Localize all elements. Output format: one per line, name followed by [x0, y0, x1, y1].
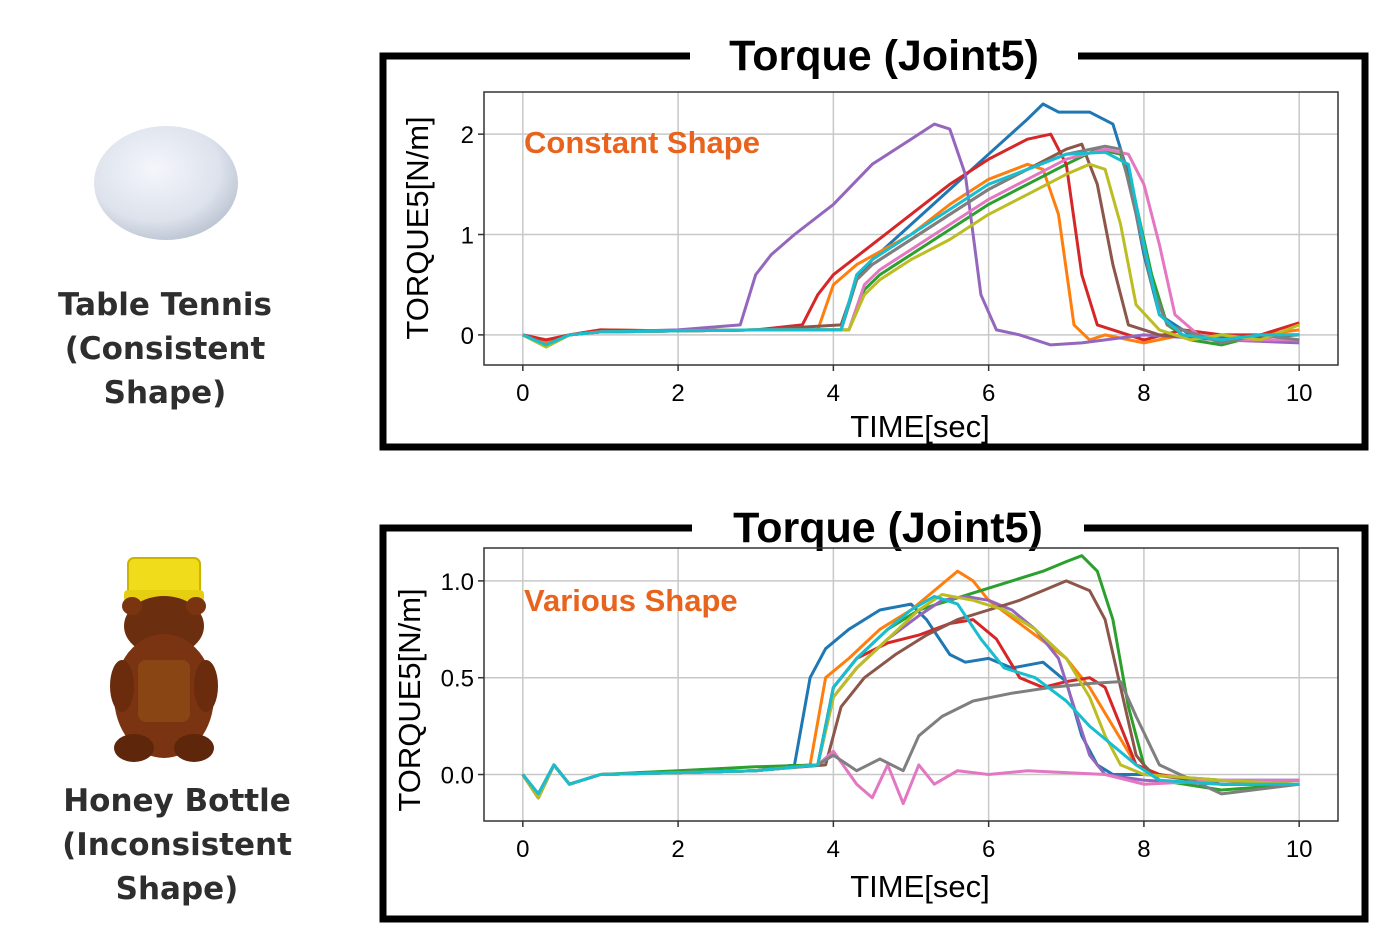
plot-axes-box: [483, 547, 1339, 822]
table-tennis-label: Table Tennis (Consistent Shape): [0, 283, 330, 415]
y-tick-label: 1: [461, 223, 474, 250]
plot-axes-box: [483, 91, 1339, 366]
x-tick-label: 0: [516, 380, 529, 407]
y-tick-label: 0.5: [441, 666, 474, 693]
x-axis-label: TIME[sec]: [850, 409, 990, 444]
honey-bottle-image: [104, 556, 224, 764]
series-line-9: [521, 593, 1300, 800]
series-line-10: [521, 594, 1300, 796]
x-tick-label: 6: [982, 380, 995, 407]
series-line-10: [522, 150, 1300, 347]
honey-bear-bottle-icon: [110, 557, 218, 762]
series-line-5: [521, 594, 1300, 800]
y-axis-label: TORQUE5[N/m]: [400, 116, 435, 339]
title-backdrop: [692, 512, 1084, 548]
table-tennis-image: [92, 124, 240, 242]
chart-title: Torque (Joint5): [729, 32, 1039, 80]
chart-annotation: Constant Shape: [524, 125, 760, 160]
chart-title: Torque (Joint5): [733, 504, 1043, 552]
table-tennis-ball-icon: [94, 126, 238, 240]
x-axis-label: TIME[sec]: [850, 869, 990, 904]
honey-bottle-label: Honey Bottle (Inconsistent Shape): [0, 779, 354, 911]
honey-bottle-shape: (Inconsistent Shape): [62, 827, 292, 907]
x-tick-label: 4: [827, 836, 840, 863]
x-tick-label: 4: [827, 380, 840, 407]
y-axis-label: TORQUE5[N/m]: [392, 588, 427, 811]
x-tick-label: 8: [1137, 380, 1150, 407]
x-tick-label: 2: [671, 836, 684, 863]
chart-annotation: Various Shape: [524, 583, 738, 618]
title-backdrop: [690, 40, 1078, 76]
x-tick-label: 2: [671, 380, 684, 407]
x-tick-label: 8: [1137, 836, 1150, 863]
y-tick-label: 0: [461, 323, 474, 350]
x-tick-label: 6: [982, 836, 995, 863]
table-tennis-name: Table Tennis: [58, 287, 272, 323]
honey-bottle-name: Honey Bottle: [63, 783, 291, 819]
x-tick-label: 10: [1286, 380, 1313, 407]
table-tennis-shape: (Consistent Shape): [64, 331, 266, 411]
series-line-1: [521, 602, 1300, 796]
y-tick-label: 0.0: [441, 763, 474, 790]
x-tick-label: 10: [1286, 836, 1313, 863]
plot-area: 0 2 4 6 8 10 0 1 2: [461, 91, 1339, 407]
plot-area: 0 2 4 6 8 10 0.0 0.5 1.0: [441, 547, 1339, 863]
y-tick-label: 1.0: [441, 569, 474, 596]
y-tick-label: 2: [461, 122, 474, 149]
x-tick-label: 0: [516, 836, 529, 863]
